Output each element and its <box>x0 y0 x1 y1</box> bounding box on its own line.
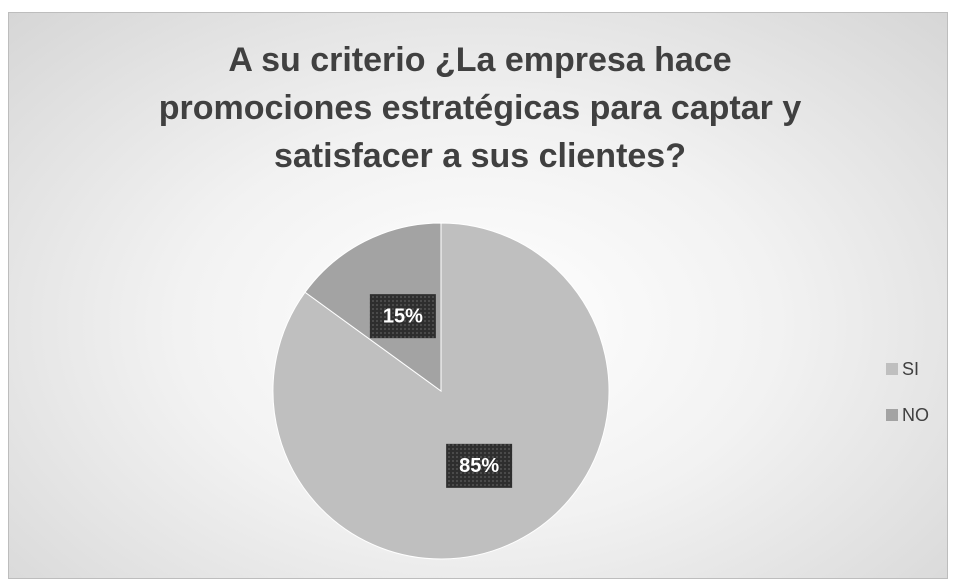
data-label-box <box>446 443 513 488</box>
legend-swatch <box>886 363 898 375</box>
chart-title: A su criterio ¿La empresa hace promocion… <box>158 41 802 175</box>
legend-label: SI <box>902 359 919 379</box>
legend-label: NO <box>902 405 929 425</box>
pie-slice <box>272 222 610 560</box>
data-label: 85% <box>459 455 499 477</box>
data-label-box <box>369 294 436 339</box>
legend-swatch <box>886 409 898 421</box>
data-label: 15% <box>383 305 423 327</box>
